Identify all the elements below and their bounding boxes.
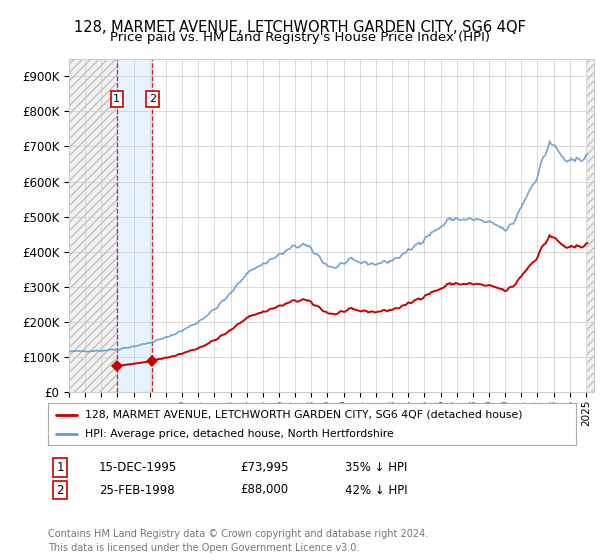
Text: £73,995: £73,995 — [240, 461, 289, 474]
Text: 42% ↓ HPI: 42% ↓ HPI — [345, 483, 407, 497]
Bar — [69, 59, 117, 392]
Bar — [69, 59, 117, 392]
Text: 1: 1 — [113, 94, 121, 104]
Text: £88,000: £88,000 — [240, 483, 288, 497]
Text: 2: 2 — [56, 483, 64, 497]
Bar — [587, 59, 594, 392]
Text: 128, MARMET AVENUE, LETCHWORTH GARDEN CITY, SG6 4QF (detached house): 128, MARMET AVENUE, LETCHWORTH GARDEN CI… — [85, 409, 523, 419]
Bar — [117, 59, 152, 392]
Text: Price paid vs. HM Land Registry's House Price Index (HPI): Price paid vs. HM Land Registry's House … — [110, 31, 490, 44]
Text: 15-DEC-1995: 15-DEC-1995 — [99, 461, 177, 474]
Text: 128, MARMET AVENUE, LETCHWORTH GARDEN CITY, SG6 4QF: 128, MARMET AVENUE, LETCHWORTH GARDEN CI… — [74, 20, 526, 35]
Text: 35% ↓ HPI: 35% ↓ HPI — [345, 461, 407, 474]
Text: 2: 2 — [149, 94, 156, 104]
Text: HPI: Average price, detached house, North Hertfordshire: HPI: Average price, detached house, Nort… — [85, 429, 394, 439]
Bar — [587, 59, 594, 392]
Text: 1: 1 — [56, 461, 64, 474]
Text: Contains HM Land Registry data © Crown copyright and database right 2024.
This d: Contains HM Land Registry data © Crown c… — [48, 529, 428, 553]
Text: 25-FEB-1998: 25-FEB-1998 — [99, 483, 175, 497]
